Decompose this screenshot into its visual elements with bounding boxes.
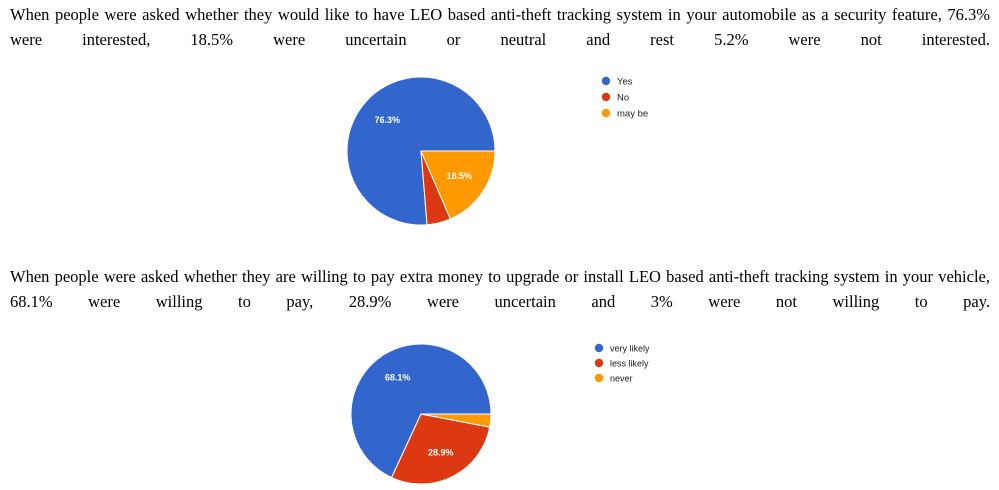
legend-swatch-very-likely [594, 343, 604, 353]
legend-swatch-no [601, 92, 611, 102]
legend-label-less-likely: less likely [610, 358, 649, 368]
pie-data-label-very-likely: 68.1% [385, 372, 411, 382]
legend-label-no: No [617, 92, 629, 103]
legend-label-may-be: may be [617, 108, 648, 119]
pie-chart-interest: 76.3% 18.5% Yes No may be [346, 76, 648, 226]
pie-data-label-yes: 76.3% [375, 115, 401, 125]
legend-swatch-may-be [601, 108, 611, 118]
pie-data-label-less-likely: 28.9% [428, 448, 454, 458]
legend-label-yes: Yes [617, 76, 633, 87]
pie-slice-less-likely [390, 413, 491, 485]
paragraph-survey-willingness: When people were asked whether they are … [10, 267, 990, 311]
pie-slice-may-be [420, 150, 496, 220]
legend-swatch-never [594, 373, 604, 383]
pie-slice-yes [346, 76, 496, 226]
legend-swatch-yes [601, 76, 611, 86]
paragraph-survey-interest: When people were asked whether they woul… [10, 5, 990, 49]
legend-label-very-likely: very likely [610, 343, 650, 353]
legend-swatch-less-likely [594, 358, 604, 368]
pie-slice-very-likely [350, 343, 492, 479]
pie-chart-willingness: 68.1% 28.9% very likely less likely never [350, 343, 650, 485]
legend-label-never: never [610, 373, 633, 383]
pie-slice-never [420, 413, 492, 428]
pie-data-label-may-be: 18.5% [447, 171, 473, 181]
